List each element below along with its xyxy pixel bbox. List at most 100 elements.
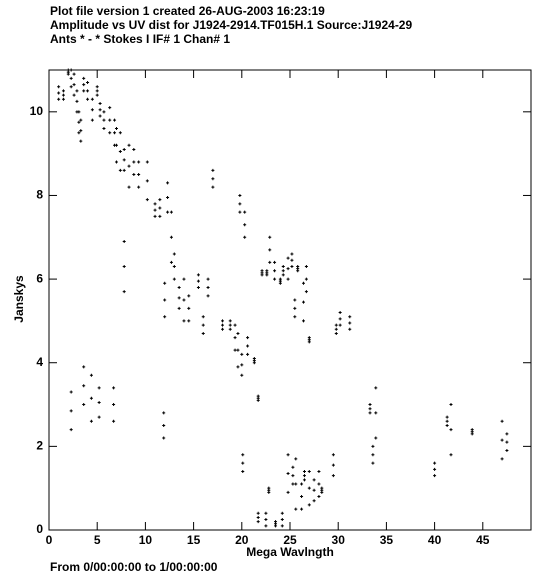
point bbox=[169, 260, 173, 264]
point bbox=[72, 83, 76, 87]
point bbox=[108, 118, 112, 122]
point bbox=[82, 83, 86, 87]
point bbox=[286, 472, 290, 476]
point bbox=[286, 490, 290, 494]
point bbox=[98, 114, 102, 118]
point bbox=[500, 438, 504, 442]
point bbox=[86, 97, 90, 101]
point bbox=[114, 143, 118, 147]
chart-subtitle: Amplitude vs UV dist for J1924-2914.TF01… bbox=[50, 18, 412, 32]
point bbox=[445, 415, 449, 419]
point bbox=[280, 511, 284, 515]
point bbox=[449, 453, 453, 457]
point bbox=[177, 296, 181, 300]
point bbox=[69, 68, 73, 72]
point bbox=[243, 223, 247, 227]
point bbox=[371, 461, 375, 465]
annotation: Ants * - * Stokes I IF# 1 Chan# 1 bbox=[50, 32, 230, 46]
point bbox=[132, 147, 136, 151]
point bbox=[302, 469, 306, 473]
point bbox=[338, 317, 342, 321]
point bbox=[286, 277, 290, 281]
point bbox=[260, 269, 264, 273]
point bbox=[236, 331, 240, 335]
point bbox=[145, 198, 149, 202]
point bbox=[268, 260, 272, 264]
point bbox=[95, 85, 99, 89]
x-tick-label: 30 bbox=[332, 533, 346, 547]
point bbox=[118, 168, 122, 172]
point bbox=[374, 411, 378, 415]
y-tick-label: 0 bbox=[36, 522, 43, 536]
point bbox=[300, 495, 304, 499]
y-tick-label: 10 bbox=[30, 104, 44, 118]
point bbox=[201, 315, 205, 319]
point bbox=[301, 300, 305, 304]
point bbox=[75, 89, 79, 93]
point bbox=[312, 499, 316, 503]
point bbox=[280, 524, 284, 528]
point bbox=[290, 252, 294, 256]
point bbox=[89, 396, 93, 400]
point bbox=[206, 277, 210, 281]
y-tick-label: 4 bbox=[36, 355, 43, 369]
point bbox=[211, 185, 215, 189]
point bbox=[79, 139, 83, 143]
point bbox=[206, 285, 210, 289]
point bbox=[177, 306, 181, 310]
y-tick-label: 2 bbox=[36, 439, 43, 453]
point bbox=[246, 352, 250, 356]
point bbox=[317, 469, 321, 473]
point bbox=[256, 511, 260, 515]
point bbox=[211, 168, 215, 172]
chart-title: Plot file version 1 created 26-AUG-2003 … bbox=[50, 4, 325, 18]
point bbox=[89, 419, 93, 423]
point bbox=[286, 453, 290, 457]
point bbox=[320, 486, 324, 490]
point bbox=[114, 160, 118, 164]
point bbox=[82, 403, 86, 407]
point bbox=[331, 474, 335, 478]
point bbox=[264, 511, 268, 515]
point bbox=[348, 315, 352, 319]
point bbox=[500, 419, 504, 423]
point bbox=[368, 411, 372, 415]
point bbox=[241, 461, 245, 465]
point bbox=[371, 453, 375, 457]
x-tick-label: 15 bbox=[187, 533, 201, 547]
point bbox=[256, 515, 260, 519]
point bbox=[57, 97, 61, 101]
point bbox=[118, 150, 122, 154]
point bbox=[90, 108, 94, 112]
point bbox=[264, 524, 268, 528]
point bbox=[302, 474, 306, 478]
point bbox=[182, 277, 186, 281]
point bbox=[162, 411, 166, 415]
point bbox=[221, 319, 225, 323]
point bbox=[317, 495, 321, 499]
point bbox=[274, 520, 278, 524]
point bbox=[82, 365, 86, 369]
point bbox=[505, 449, 509, 453]
point bbox=[112, 403, 116, 407]
point bbox=[445, 423, 449, 427]
footer: From 0/00:00:00 to 1/00:00:00 bbox=[50, 560, 218, 574]
y-tick-label: 8 bbox=[36, 188, 43, 202]
point bbox=[238, 210, 242, 214]
point bbox=[158, 198, 162, 202]
point bbox=[371, 444, 375, 448]
point bbox=[273, 269, 277, 273]
point bbox=[374, 386, 378, 390]
point bbox=[86, 89, 90, 93]
point bbox=[90, 97, 94, 101]
point bbox=[211, 177, 215, 181]
point bbox=[286, 267, 290, 271]
point bbox=[69, 85, 73, 89]
point bbox=[267, 486, 271, 490]
x-tick-label: 5 bbox=[94, 533, 101, 547]
point bbox=[286, 256, 290, 260]
point bbox=[196, 273, 200, 277]
point bbox=[294, 482, 298, 486]
